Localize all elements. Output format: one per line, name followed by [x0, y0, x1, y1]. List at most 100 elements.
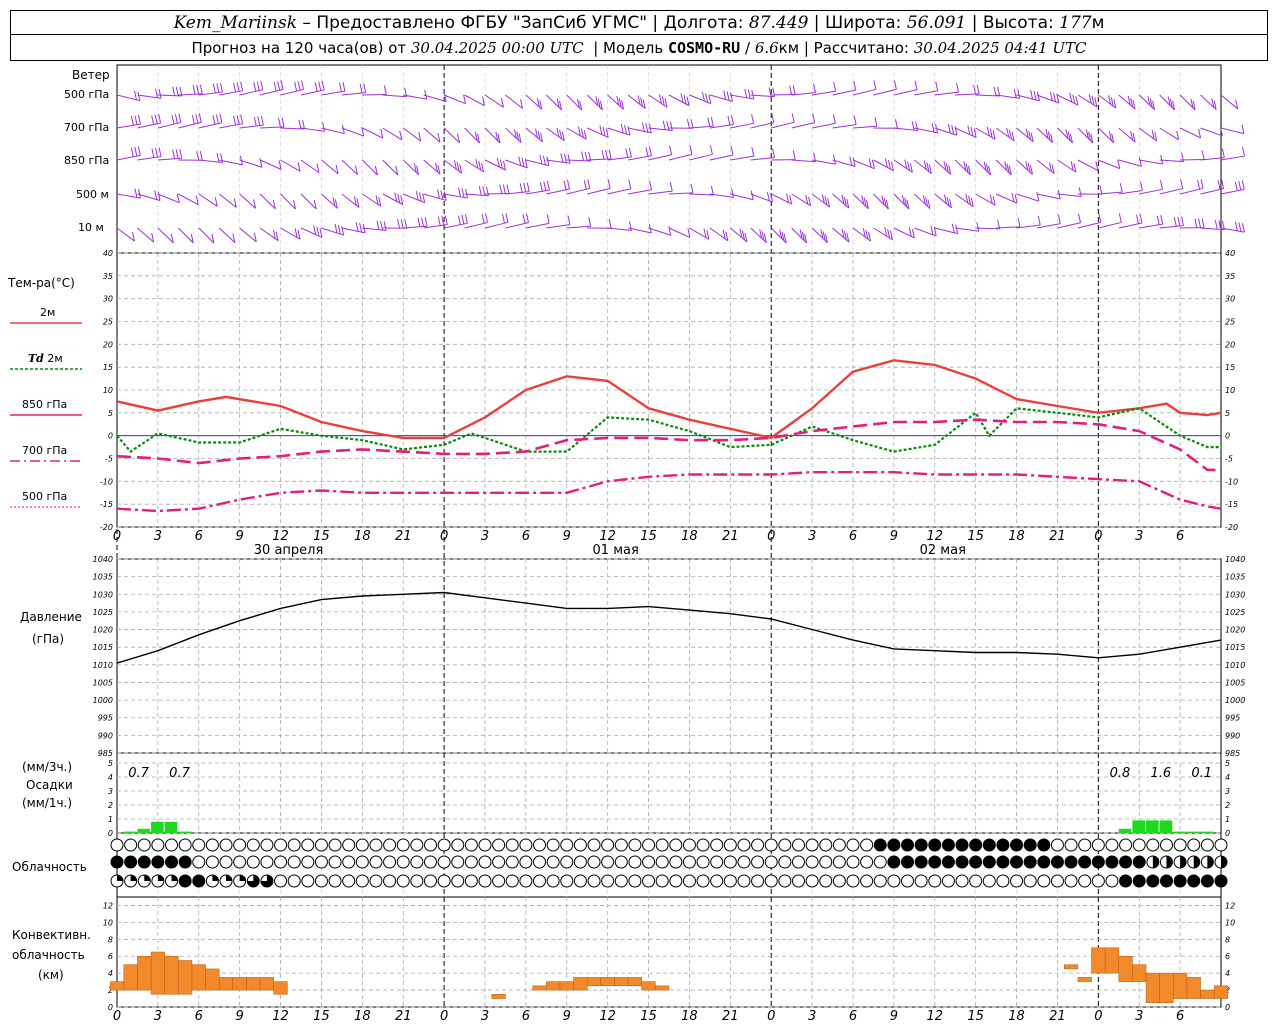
hour-tick-label-bottom: 21 [395, 1009, 412, 1024]
pressure-tick-right-1015: 1015 [1225, 643, 1245, 652]
wind-barb [975, 86, 1001, 97]
wind-barb-feather [669, 181, 673, 192]
wind-barb-feather [1192, 100, 1196, 111]
cloud-cover-symbol [573, 855, 587, 869]
wind-barb-feather [338, 82, 342, 92]
wind-barb-feather [947, 123, 951, 134]
wind-barb [280, 119, 306, 130]
conv-tick-left-6: 6 [108, 952, 113, 961]
wind-barb-feather [1176, 130, 1180, 140]
hour-tick-label-bottom: 3 [1135, 1009, 1143, 1024]
conv-cloud-bar [1104, 947, 1120, 974]
wind-barb-feather [277, 117, 281, 128]
cloud-cover-symbol [165, 838, 179, 852]
hour-tick-label: 0 [767, 529, 775, 544]
wind-barb-feather [1201, 150, 1205, 160]
cloud-cover-symbol [1146, 874, 1160, 888]
wind-barb [689, 227, 710, 240]
cloud-circle [832, 855, 846, 869]
wind-barb-feather [925, 197, 929, 207]
wind-barb [1220, 180, 1245, 195]
wind-barb-feather [659, 94, 662, 104]
cloud-circle [314, 874, 328, 888]
wind-barb-feather [334, 223, 338, 234]
hour-tick-label-bottom: 9 [236, 1009, 244, 1024]
wind-barb-shaft [1200, 127, 1223, 137]
wind-barb-shaft [361, 159, 378, 176]
wind-barb [546, 215, 571, 229]
conv-tick-right-10: 10 [1225, 918, 1235, 927]
wind-barb-feather [257, 116, 261, 126]
cloud-circle [301, 855, 315, 869]
wind-barb [1179, 179, 1204, 195]
wind-barb [260, 117, 285, 129]
cloud-cover-symbol [941, 855, 955, 869]
cloud-circle [519, 855, 533, 869]
wind-barb [1200, 126, 1223, 137]
wind-barb-feather [297, 162, 301, 172]
wind-barb-shaft [668, 192, 693, 195]
legend-t850: 850 гПа [22, 398, 68, 411]
wind-barb-shaft [137, 227, 155, 243]
cloud-cover-symbol [1187, 838, 1201, 852]
wind-barb-feather [475, 159, 479, 169]
wind-barb [1016, 89, 1040, 102]
wind-barb-feather [172, 86, 176, 96]
temp-tick-left-25: 25 [103, 318, 113, 327]
wind-barb-feather [1160, 154, 1164, 165]
cloud-circle [1105, 838, 1119, 852]
wind-barb-feather [873, 80, 877, 90]
cloud-circle [710, 838, 724, 852]
conv-cloud-bar [1132, 964, 1147, 982]
cloud-circle [519, 874, 533, 888]
wind-barb-feather [171, 114, 175, 125]
wind-barb-feather [641, 122, 645, 132]
cloud-fill [130, 875, 137, 881]
wind-barb-shaft [832, 89, 856, 96]
wind-barb-feather [1067, 131, 1071, 141]
lon-value: 87.449 [748, 13, 809, 33]
temp-tick-left-30: 30 [103, 295, 113, 304]
wind-barb-shaft [1118, 190, 1143, 195]
wind-barb-feather [973, 128, 977, 138]
hour-tick-label-bottom: 15 [640, 1009, 657, 1024]
wind-barb-feather [833, 81, 837, 92]
wind-barb-feather [907, 161, 911, 171]
wind-barb-feather [341, 124, 345, 134]
cloud-circle [573, 855, 587, 869]
wind-barb-feather [404, 219, 408, 229]
wind-barb [628, 180, 652, 195]
wind-barb-feather [710, 117, 714, 127]
hour-tick-label-bottom: 0 [440, 1009, 448, 1024]
wind-barb-feather [808, 196, 812, 206]
hour-tick-label: 18 [681, 529, 698, 544]
wind-barb-feather [176, 193, 180, 203]
wind-barb [628, 146, 652, 161]
conv-cloud-bar [164, 955, 179, 995]
wind-barb [914, 159, 932, 174]
wind-barb [1139, 180, 1163, 195]
wind-barb-feather [1047, 131, 1051, 141]
cloud-circle [819, 855, 833, 869]
cloud-circle [137, 838, 151, 852]
wind-barb-feather [1011, 192, 1015, 203]
cloud-cover-symbol [955, 838, 969, 852]
cloud-cover-symbol [982, 855, 996, 869]
wind-barb-feather [1149, 98, 1153, 108]
wind-barb-feather [195, 195, 199, 205]
cloud-circle [1078, 874, 1092, 888]
cloud-cover-symbol [546, 838, 560, 852]
wind-barb-feather [1028, 130, 1032, 140]
cloud-cover-symbol [1023, 874, 1037, 888]
wind-barb-feather [683, 94, 687, 105]
conv-tick-right-8: 8 [1225, 935, 1230, 944]
wind-barb [730, 190, 754, 201]
cloud-circle [873, 874, 887, 888]
wind-barb [1098, 159, 1121, 170]
wind-barb-shaft [771, 121, 795, 129]
wind-barb-feather [273, 81, 277, 92]
cloud-cover-symbol [1078, 855, 1092, 869]
alt-value: 177 [1059, 13, 1092, 33]
wind-barb [812, 114, 836, 129]
precip-3h-unit: (мм/3ч.) [22, 760, 73, 774]
